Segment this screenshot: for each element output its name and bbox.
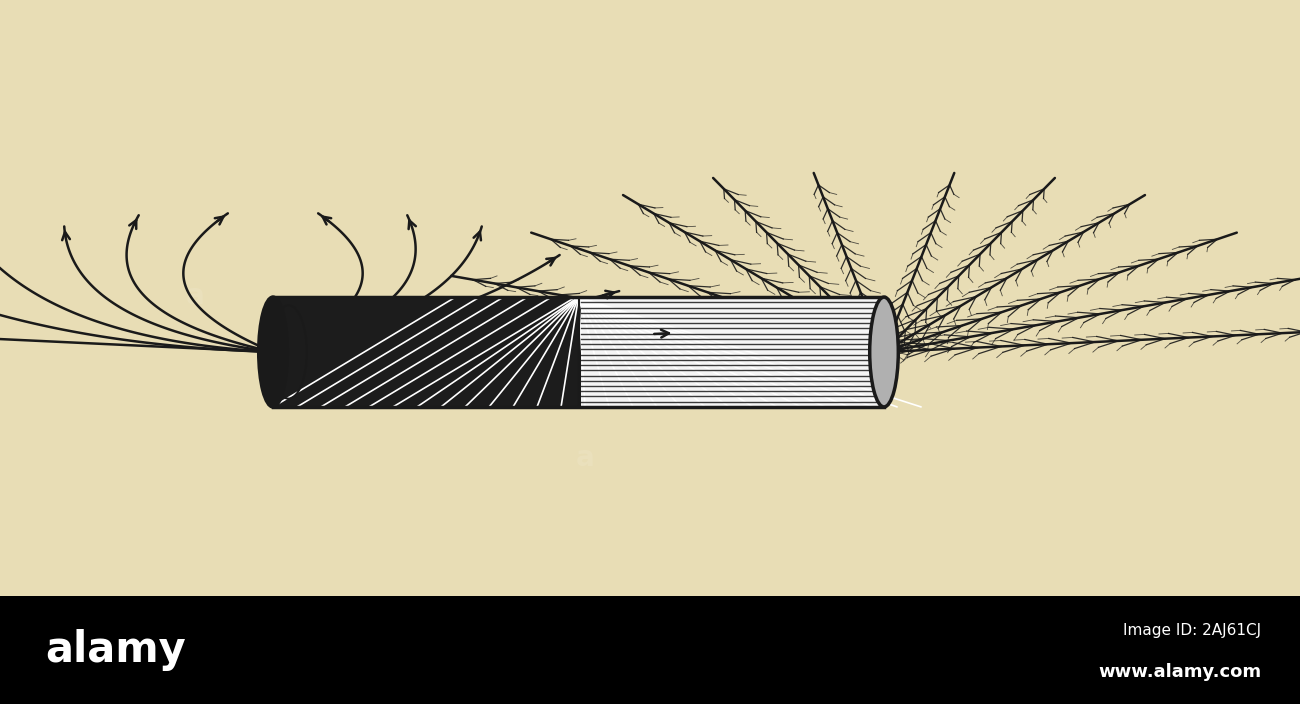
Bar xyxy=(578,297,884,407)
Text: a: a xyxy=(576,444,594,472)
Ellipse shape xyxy=(870,297,898,407)
Text: a: a xyxy=(966,282,984,310)
Bar xyxy=(273,297,578,407)
Bar xyxy=(0,596,1300,704)
Text: Image ID: 2AJ61CJ: Image ID: 2AJ61CJ xyxy=(1123,623,1261,638)
Text: alamy: alamy xyxy=(46,629,186,671)
Text: a: a xyxy=(186,282,204,310)
Ellipse shape xyxy=(259,297,287,407)
Text: www.alamy.com: www.alamy.com xyxy=(1098,662,1261,681)
